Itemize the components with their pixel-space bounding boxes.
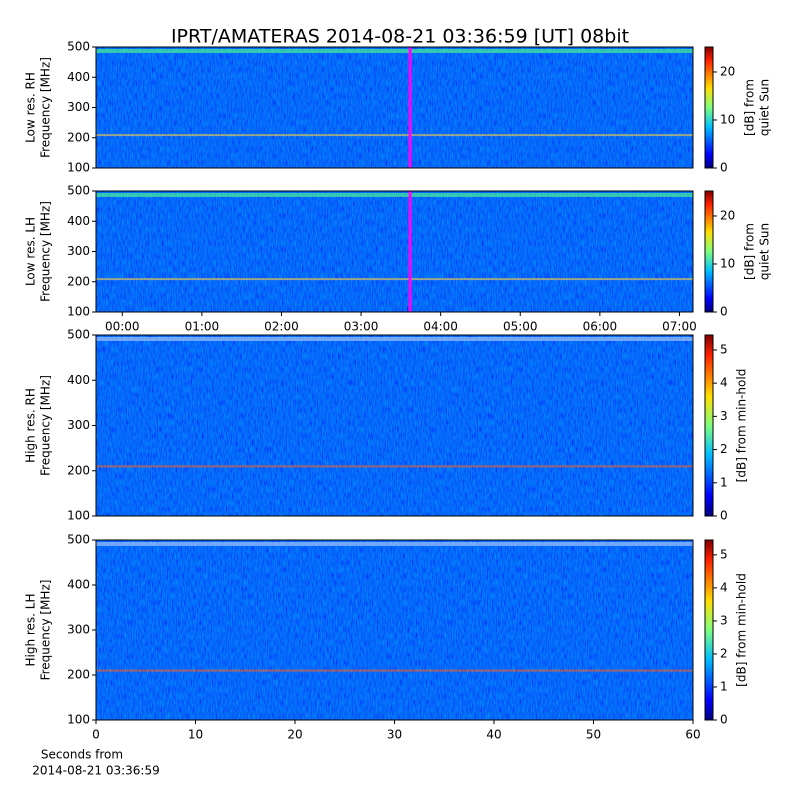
colorbar bbox=[704, 190, 714, 313]
x-tick-label: 03:00 bbox=[344, 320, 379, 334]
y-tick-label: 300 bbox=[67, 418, 90, 432]
x-tick-label: 00:00 bbox=[105, 320, 140, 334]
colorbar-label: quiet Sun bbox=[758, 79, 772, 136]
y-tick-label: 100 bbox=[67, 509, 90, 523]
y-tick-label: 500 bbox=[67, 40, 90, 54]
y-tick-label: 400 bbox=[67, 373, 90, 387]
colorbar-tick-label: 3 bbox=[720, 409, 728, 423]
y-tick-label: 500 bbox=[67, 328, 90, 342]
x-tick-label: 02:00 bbox=[264, 320, 299, 334]
y-axis-label: Frequency [MHz] bbox=[39, 201, 53, 302]
spectrogram-texture bbox=[96, 335, 693, 516]
y-tick-label: 200 bbox=[67, 668, 90, 682]
spectrogram-band bbox=[96, 134, 693, 137]
colorbar-label: [dB] from min-hold bbox=[735, 369, 749, 483]
colorbar-tick-label: 4 bbox=[720, 580, 728, 594]
colorbar-tick-label: 3 bbox=[720, 613, 728, 627]
x-axis-label: 2014-08-21 03:36:59 bbox=[32, 764, 159, 778]
x-axis-label: Seconds from bbox=[41, 748, 123, 762]
y-tick-label: 400 bbox=[67, 214, 90, 228]
y-axis-label: Low res. RH bbox=[24, 72, 38, 143]
colorbar-label: [dB] from min-hold bbox=[735, 573, 749, 687]
x-tick-label: 30 bbox=[387, 728, 402, 742]
y-tick-label: 500 bbox=[67, 184, 90, 198]
y-axis-label: Frequency [MHz] bbox=[39, 57, 53, 158]
colorbar-tick-label: 1 bbox=[720, 475, 728, 489]
chart-title: IPRT/AMATERAS 2014-08-21 03:36:59 [UT] 0… bbox=[171, 26, 629, 48]
y-axis-label: Frequency [MHz] bbox=[39, 375, 53, 476]
colorbar-tick-label: 0 bbox=[720, 509, 728, 523]
colorbar-tick-label: 2 bbox=[720, 442, 728, 456]
x-tick-label: 10 bbox=[188, 728, 203, 742]
spectrogram-band bbox=[96, 278, 693, 281]
colorbar bbox=[704, 334, 714, 517]
x-tick-label: 07:00 bbox=[662, 320, 697, 334]
y-tick-label: 300 bbox=[67, 244, 90, 258]
colorbar bbox=[704, 46, 714, 169]
y-tick-label: 300 bbox=[67, 100, 90, 114]
spectrogram-band bbox=[96, 465, 693, 468]
x-tick-label: 20 bbox=[287, 728, 302, 742]
colorbar-tick-label: 5 bbox=[720, 342, 728, 356]
x-tick-label: 05:00 bbox=[503, 320, 538, 334]
x-tick-label: 06:00 bbox=[583, 320, 618, 334]
x-tick-label: 0 bbox=[92, 728, 100, 742]
colorbar-tick-label: 0 bbox=[720, 305, 728, 319]
x-tick-label: 40 bbox=[486, 728, 501, 742]
spectrogram-texture bbox=[96, 540, 693, 720]
colorbar-tick-label: 10 bbox=[720, 112, 735, 126]
spectrogram-band bbox=[96, 49, 693, 53]
colorbar bbox=[704, 539, 714, 721]
spectrogram-band bbox=[96, 669, 693, 672]
colorbar-tick-label: 0 bbox=[720, 713, 728, 727]
colorbar-tick-label: 1 bbox=[720, 679, 728, 693]
spectrogram-texture bbox=[96, 191, 693, 312]
colorbar-label: [dB] from bbox=[743, 79, 757, 136]
spectrogram-texture bbox=[96, 47, 693, 168]
colorbar-tick-label: 2 bbox=[720, 646, 728, 660]
x-tick-label: 60 bbox=[685, 728, 700, 742]
spectrogram-band bbox=[96, 337, 693, 341]
colorbar-label: [dB] from bbox=[743, 223, 757, 280]
y-tick-label: 500 bbox=[67, 533, 90, 547]
colorbar-tick-label: 20 bbox=[720, 64, 735, 78]
y-tick-label: 100 bbox=[67, 305, 90, 319]
y-tick-label: 200 bbox=[67, 463, 90, 477]
y-tick-label: 200 bbox=[67, 130, 90, 144]
colorbar-tick-label: 0 bbox=[720, 161, 728, 175]
y-tick-label: 300 bbox=[67, 623, 90, 637]
spectrogram-band bbox=[96, 193, 693, 197]
colorbar-tick-label: 10 bbox=[720, 256, 735, 270]
y-tick-label: 100 bbox=[67, 161, 90, 175]
colorbar-label: quiet Sun bbox=[758, 223, 772, 280]
y-tick-label: 200 bbox=[67, 274, 90, 288]
spectrogram-band bbox=[96, 542, 693, 546]
colorbar-tick-label: 20 bbox=[720, 208, 735, 222]
x-tick-label: 50 bbox=[586, 728, 601, 742]
y-tick-label: 100 bbox=[67, 713, 90, 727]
y-tick-label: 400 bbox=[67, 578, 90, 592]
x-tick-label: 01:00 bbox=[185, 320, 220, 334]
y-axis-label: High res. LH bbox=[24, 593, 38, 666]
y-axis-label: Frequency [MHz] bbox=[39, 580, 53, 681]
y-tick-label: 400 bbox=[67, 70, 90, 84]
y-axis-label: Low res. LH bbox=[24, 217, 38, 286]
colorbar-tick-label: 5 bbox=[720, 547, 728, 561]
x-tick-label: 04:00 bbox=[423, 320, 458, 334]
y-axis-label: High res. RH bbox=[24, 388, 38, 463]
colorbar-tick-label: 4 bbox=[720, 376, 728, 390]
